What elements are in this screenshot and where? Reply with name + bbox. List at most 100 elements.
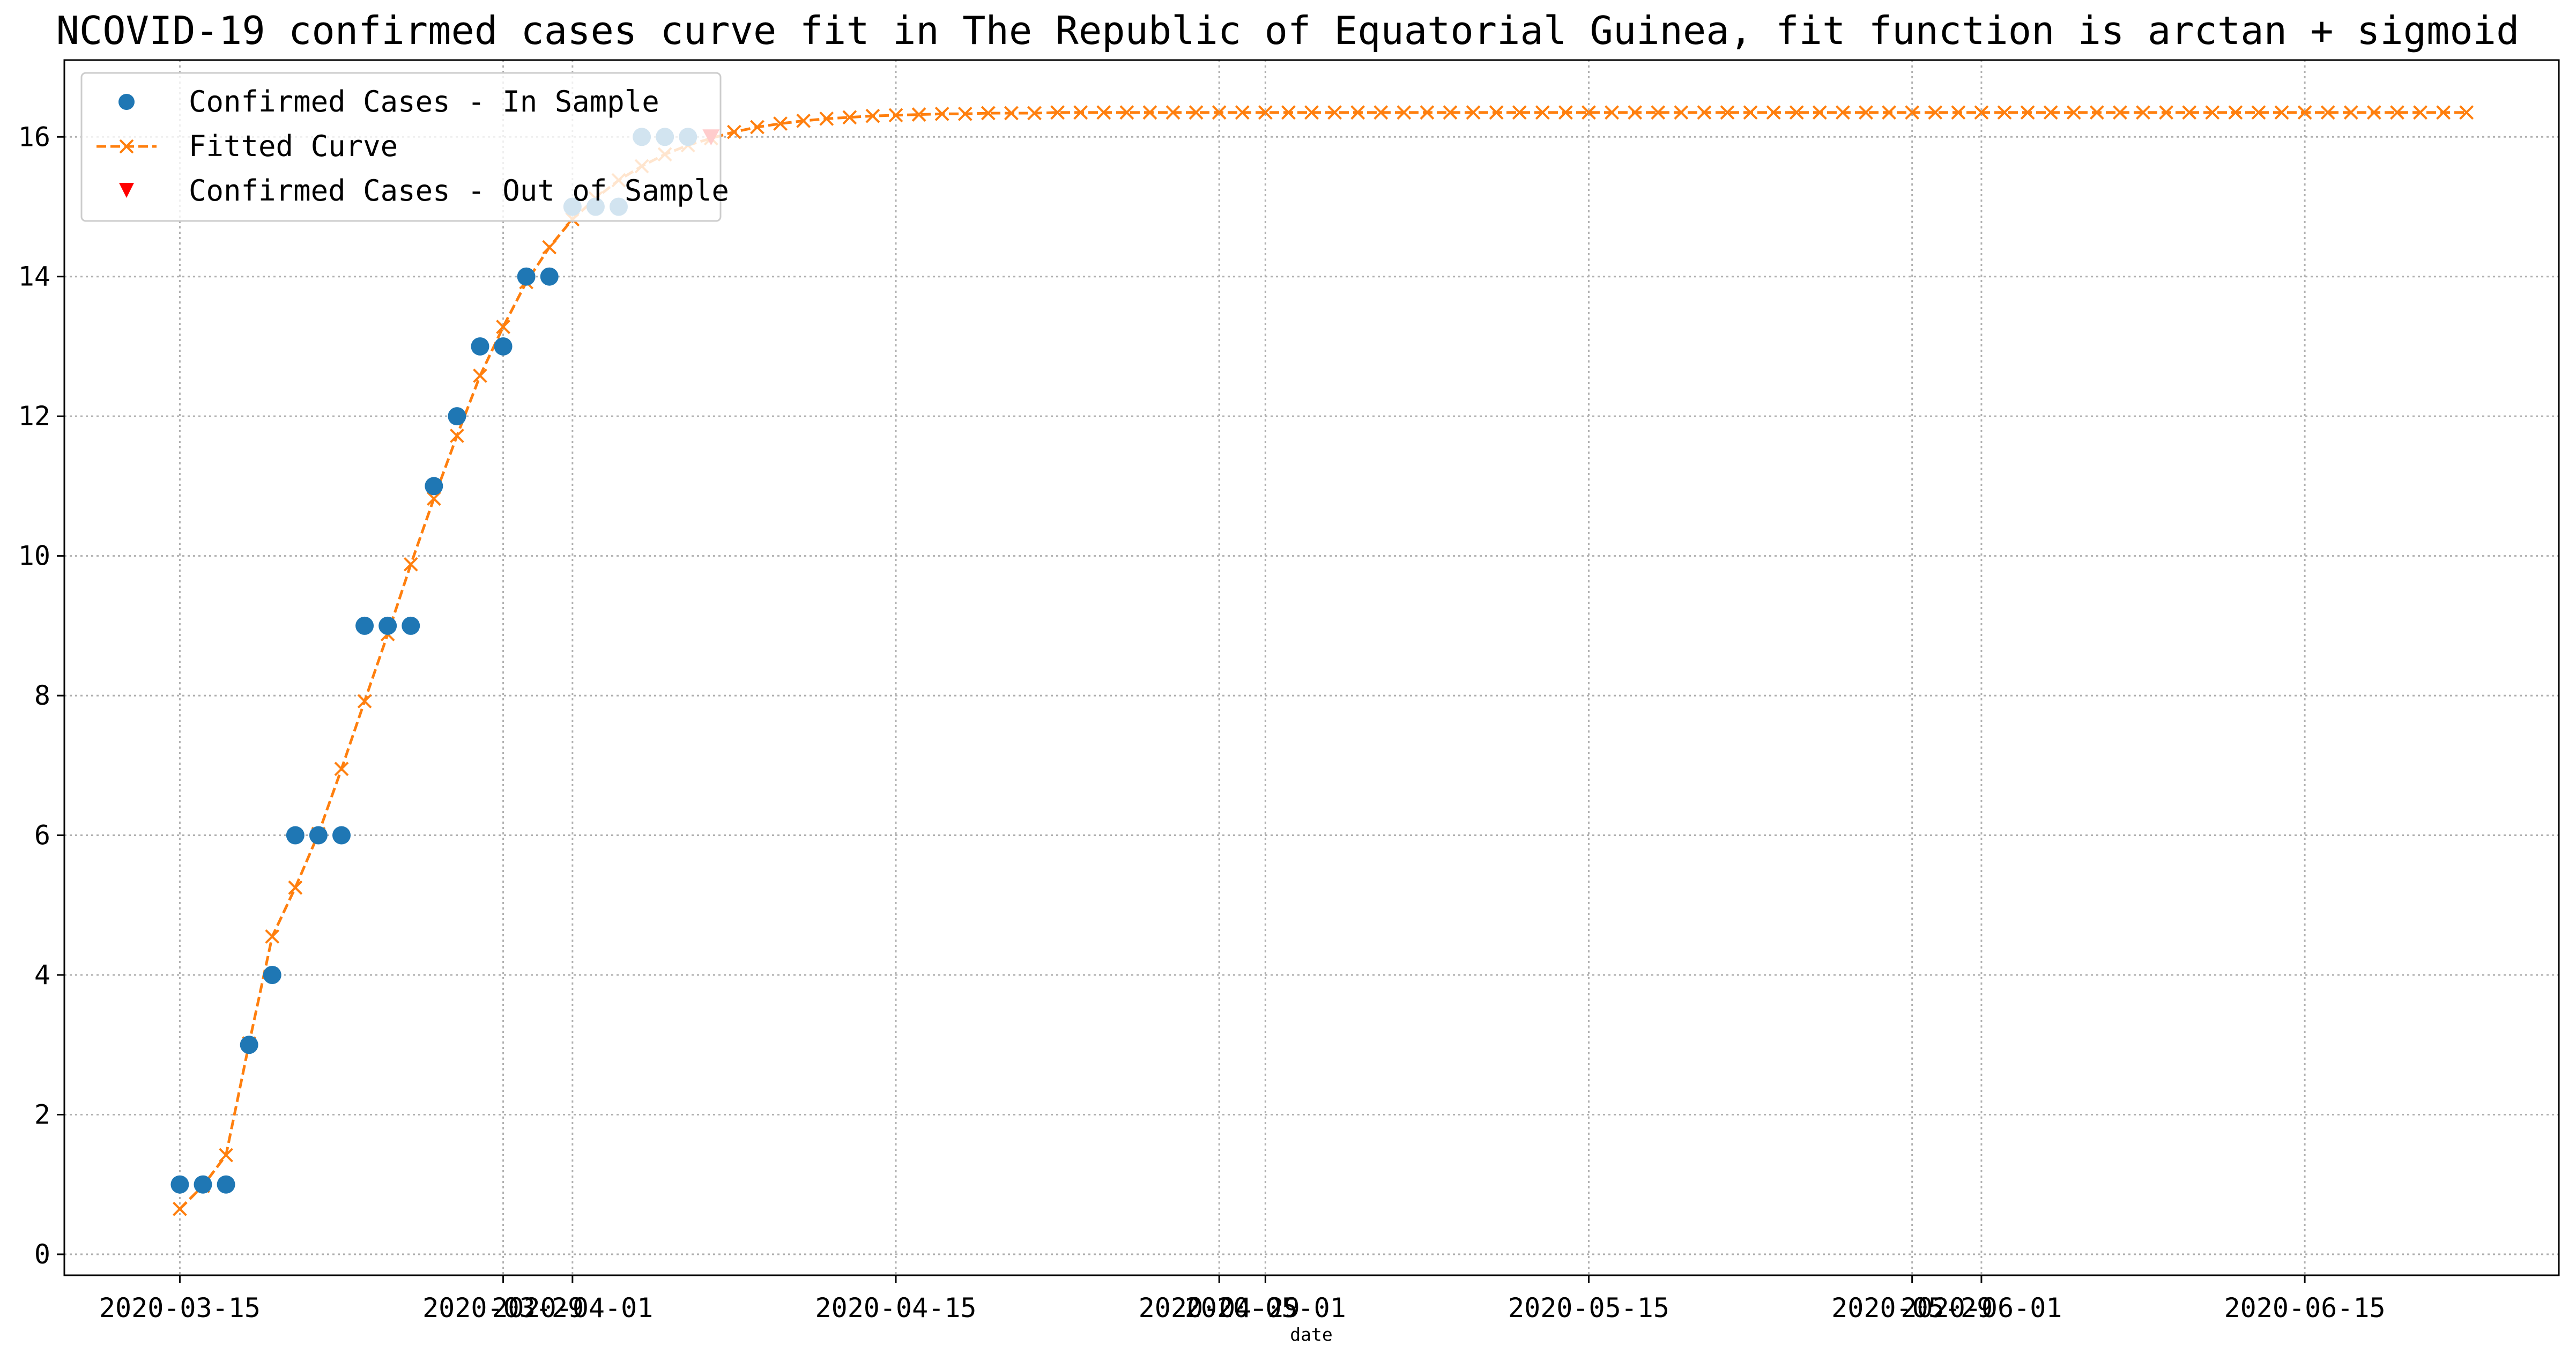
y-tick-label: 4 xyxy=(34,959,50,991)
x-tick-label: 2020-04-15 xyxy=(815,1292,976,1324)
fitted-point xyxy=(1466,105,1481,120)
fitted-point xyxy=(1489,105,1504,120)
fitted-point xyxy=(1189,105,1204,120)
fitted-point xyxy=(1096,105,1111,120)
in-sample-point xyxy=(194,1175,212,1194)
fitted-point xyxy=(750,120,764,135)
fitted-point xyxy=(981,106,996,121)
in-sample-point xyxy=(332,826,351,845)
legend: Confirmed Cases - In Sample Fitted Curve… xyxy=(80,72,729,222)
fitted-point xyxy=(888,108,903,123)
fitted-point xyxy=(1628,105,1643,120)
x-tick-label: 2020-06-15 xyxy=(2224,1292,2386,1324)
fitted-point xyxy=(1397,105,1412,120)
y-tick-label: 8 xyxy=(34,680,50,711)
fitted-point xyxy=(542,240,557,255)
grid xyxy=(64,60,2559,1275)
fitted-point xyxy=(1720,105,1735,120)
y-tick-label: 16 xyxy=(18,121,50,152)
fitted-point xyxy=(2228,105,2243,120)
y-tick-label: 2 xyxy=(34,1099,50,1130)
fitted-point xyxy=(1651,105,1666,120)
y-tick-label: 12 xyxy=(18,401,50,432)
fitted-point xyxy=(934,106,949,121)
fitted-point xyxy=(1836,105,1850,120)
fitted-point xyxy=(819,111,834,126)
fitted-curve-line xyxy=(179,111,2467,1210)
fitted-point xyxy=(842,110,857,125)
fitted-point xyxy=(426,491,441,506)
in-sample-point xyxy=(240,1036,258,1054)
y-axis-ticks: 0 2 4 6 8 10 12 14 16 xyxy=(18,121,64,1270)
fitted-point xyxy=(496,320,510,334)
legend-label-out-of-sample: Confirmed Cases - Out of Sample xyxy=(189,174,729,208)
fitted-point xyxy=(1027,106,1042,121)
fitted-point xyxy=(1558,105,1573,120)
legend-marker-in-sample xyxy=(118,94,135,110)
fitted-point xyxy=(2136,105,2150,120)
fitted-point xyxy=(173,1201,187,1216)
fitted-point xyxy=(1304,105,1319,120)
fitted-point xyxy=(1420,105,1435,120)
fitted-point xyxy=(1212,105,1227,120)
fitted-point xyxy=(450,428,464,444)
fitted-point xyxy=(2089,105,2104,120)
in-sample-point xyxy=(286,826,305,845)
x-tick-label: 2020-05-15 xyxy=(1508,1292,1669,1324)
fitted-point xyxy=(1697,105,1712,120)
fitted-point xyxy=(1327,105,1342,120)
in-sample-point xyxy=(494,337,513,356)
fitted-point xyxy=(1859,105,1873,120)
legend-label-in-sample: Confirmed Cases - In Sample xyxy=(189,85,659,119)
fitted-point xyxy=(865,108,880,123)
in-sample-point xyxy=(378,616,397,635)
y-tick-label: 6 xyxy=(34,820,50,851)
chart-title: NCOVID-19 confirmed cases curve fit in T… xyxy=(56,8,2520,53)
fitted-point xyxy=(1974,105,1989,120)
fitted-point xyxy=(2274,105,2289,120)
fitted-point xyxy=(2205,105,2220,120)
fitted-point xyxy=(1004,106,1019,121)
legend-marker-out-of-sample xyxy=(119,183,134,198)
fitted-point xyxy=(1582,105,1596,120)
fitted-point xyxy=(1512,105,1527,120)
fitted-point xyxy=(1374,105,1389,120)
legend-label-fitted: Fitted Curve xyxy=(189,129,398,163)
fitted-point xyxy=(796,113,811,128)
fitted-point xyxy=(2413,105,2427,120)
fitted-point xyxy=(2297,105,2312,120)
fitted-point xyxy=(1997,105,2012,120)
fitted-point xyxy=(1789,105,1804,120)
fitted-point xyxy=(2066,105,2081,120)
in-sample-point xyxy=(448,407,466,426)
fitted-point xyxy=(2113,105,2127,120)
y-tick-label: 0 xyxy=(34,1239,50,1270)
legend-box xyxy=(80,72,722,222)
x-tick-label: 2020-03-29 xyxy=(422,1292,584,1324)
fitted-point xyxy=(2159,105,2173,120)
y-tick-label: 10 xyxy=(18,541,50,572)
fitted-point xyxy=(219,1148,233,1163)
plot-frame xyxy=(63,59,2560,1276)
fitted-point xyxy=(2436,105,2451,120)
fitted-point xyxy=(1142,105,1157,120)
fitted-point xyxy=(1674,105,1689,120)
in-sample-point xyxy=(540,267,559,286)
fitted-point xyxy=(1812,105,1827,120)
fitted-point xyxy=(265,929,280,944)
fitted-point xyxy=(2343,105,2358,120)
fitted-point xyxy=(1535,105,1550,120)
fitted-point xyxy=(1258,105,1273,120)
fitted-point xyxy=(1350,105,1365,120)
fitted-point xyxy=(957,106,973,121)
x-tick-label: 2020-05-01 xyxy=(1185,1292,1346,1324)
fitted-point xyxy=(2459,105,2474,120)
fitted-point xyxy=(2320,105,2335,120)
in-sample-point xyxy=(355,616,374,635)
fitted-point xyxy=(357,694,372,708)
fitted-point xyxy=(473,368,487,383)
fitted-point xyxy=(288,880,303,895)
x-tick-label: 2020-04-29 xyxy=(1139,1292,1300,1324)
